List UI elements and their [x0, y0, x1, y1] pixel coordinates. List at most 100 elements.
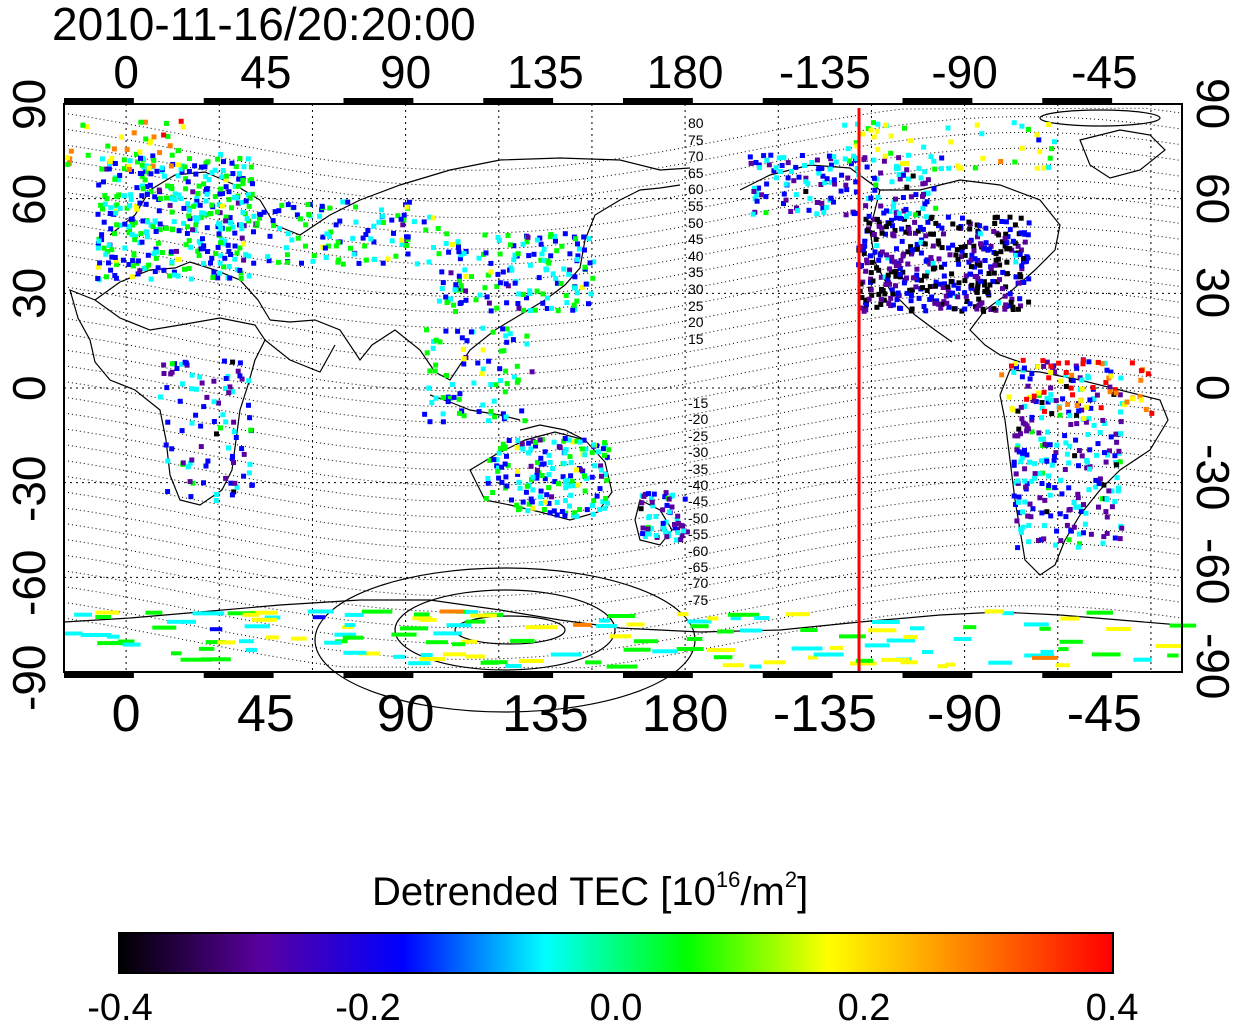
tec-data-point — [336, 257, 342, 263]
tec-data-point — [900, 195, 906, 200]
tec-data-point — [546, 472, 552, 478]
tec-data-point — [686, 637, 703, 641]
tec-data-point — [860, 131, 866, 137]
tec-data-point — [958, 165, 964, 171]
tec-data-point — [1079, 377, 1085, 383]
tec-data-point — [988, 243, 994, 249]
tec-data-point — [422, 411, 428, 417]
tec-data-point — [663, 519, 669, 525]
tec-data-point — [946, 165, 952, 171]
tec-data-point — [1018, 274, 1024, 280]
frame-tick-bar — [203, 98, 274, 104]
tec-data-point — [518, 659, 544, 663]
tec-data-point — [379, 207, 384, 213]
tec-data-point — [167, 202, 173, 208]
tec-data-point — [1049, 146, 1055, 152]
tec-data-point — [556, 481, 561, 487]
tec-data-point — [889, 179, 895, 185]
tec-data-point — [604, 454, 610, 460]
tec-data-point — [457, 410, 462, 416]
tec-data-point — [962, 278, 968, 284]
contour-label: 65 — [688, 164, 704, 181]
tec-data-point — [1018, 230, 1024, 236]
tec-data-point — [903, 213, 909, 219]
tec-data-point — [254, 220, 260, 226]
tec-data-point — [215, 275, 221, 281]
tec-data-point — [651, 491, 657, 497]
tec-data-point — [1086, 487, 1092, 493]
tec-data-point — [831, 177, 837, 183]
tec-data-point — [107, 211, 113, 216]
tec-data-point — [922, 169, 928, 175]
tec-data-point — [893, 196, 898, 202]
tec-data-point — [143, 201, 149, 207]
tec-data-point — [463, 297, 469, 303]
tec-data-point — [249, 610, 278, 615]
tec-data-point — [179, 163, 185, 169]
tec-data-point — [602, 471, 608, 477]
tec-data-point — [246, 203, 252, 209]
tec-data-point — [322, 245, 328, 251]
tec-data-point — [430, 345, 436, 351]
tec-data-point — [1035, 538, 1041, 543]
tec-data-point — [962, 306, 968, 312]
tec-data-point — [1130, 396, 1136, 402]
tec-data-point — [526, 253, 532, 259]
tec-data-point — [660, 507, 666, 513]
tec-data-point — [586, 301, 591, 307]
tec-data-point — [1075, 491, 1081, 497]
tec-data-point — [405, 251, 411, 257]
tec-data-point — [1028, 514, 1034, 520]
tec-data-point — [779, 163, 785, 168]
tec-data-point — [169, 152, 175, 158]
tec-data-point — [524, 341, 530, 347]
tec-data-point — [469, 274, 474, 280]
tec-data-point — [232, 256, 238, 262]
tec-data-point — [1024, 258, 1029, 264]
tec-data-point — [717, 629, 734, 634]
tec-data-point — [303, 222, 309, 228]
tec-data-point — [995, 300, 1001, 306]
tec-data-point — [524, 333, 530, 339]
tec-data-point — [976, 296, 982, 302]
tec-data-point — [894, 297, 900, 303]
tec-data-point — [1075, 544, 1081, 550]
tec-data-point — [226, 264, 232, 269]
tec-data-point — [854, 143, 860, 149]
tec-data-point — [319, 203, 325, 209]
tec-data-point — [519, 408, 525, 414]
tec-data-point — [1026, 522, 1032, 528]
tec-data-point — [95, 276, 101, 281]
colorbar-tick: 0.2 — [837, 987, 891, 1029]
tec-data-point — [1012, 433, 1018, 439]
tec-data-point — [587, 260, 593, 266]
tec-data-point — [899, 238, 905, 244]
tec-data-point — [433, 395, 439, 401]
tec-data-point — [868, 195, 874, 201]
tec-data-point — [218, 186, 224, 192]
tec-data-point — [861, 308, 867, 314]
tec-data-point — [201, 480, 206, 486]
tec-data-point — [894, 215, 899, 221]
tec-data-point — [838, 188, 844, 194]
tec-data-point — [108, 205, 114, 211]
tec-data-point — [226, 189, 232, 195]
tec-data-point — [1027, 459, 1033, 465]
tec-data-point — [1107, 389, 1113, 395]
tec-data-point — [850, 661, 877, 666]
tec-data-point — [662, 494, 668, 500]
tec-data-point — [151, 251, 157, 257]
tec-data-point — [368, 236, 374, 242]
tec-data-point — [327, 205, 333, 211]
tec-data-point — [476, 255, 482, 261]
tec-data-point — [465, 610, 479, 615]
tec-data-point — [878, 302, 884, 307]
tec-data-point — [200, 236, 205, 242]
tec-data-point — [1076, 408, 1082, 414]
tec-data-point — [223, 218, 229, 224]
tec-data-point — [606, 447, 612, 453]
tec-data-point — [1086, 375, 1091, 381]
tec-data-point — [527, 262, 533, 268]
tec-data-point — [202, 164, 208, 170]
tec-data-point — [426, 385, 432, 391]
